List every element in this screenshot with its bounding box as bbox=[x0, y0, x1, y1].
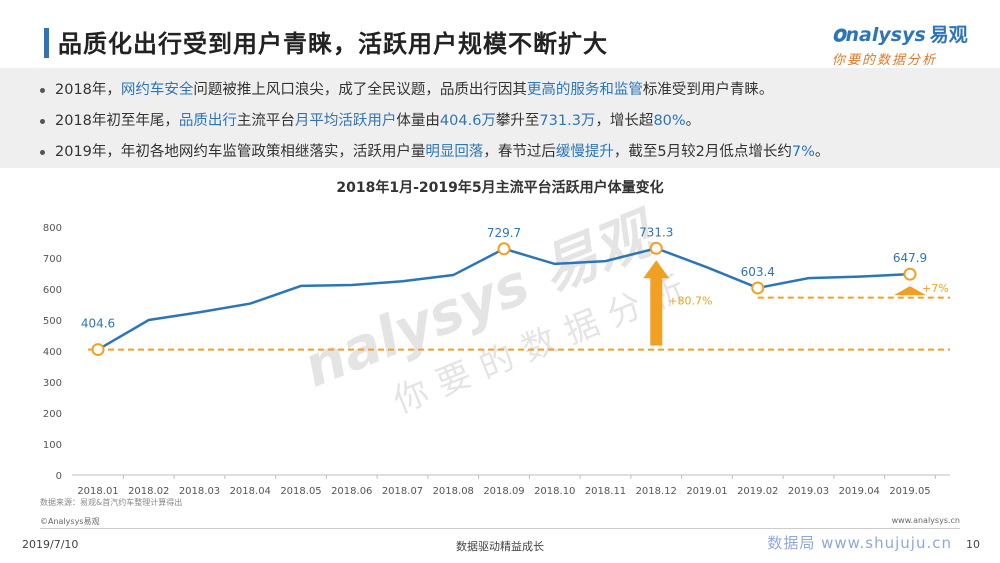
analysys-logo: 𝛐nalysys 易观 你要的数据分析 bbox=[832, 20, 972, 68]
copyright: ©Analysys易观 bbox=[40, 517, 100, 526]
highlight-text: 731.3万 bbox=[539, 113, 596, 129]
site-watermark: 数据局 www.shujuju.cn bbox=[767, 534, 952, 552]
bullet-text: ，截至5月较2月低点增长约 bbox=[613, 144, 792, 160]
bullet-text: 。 bbox=[685, 113, 701, 129]
highlight-text: 7% bbox=[791, 144, 815, 160]
highlight-text: 80% bbox=[653, 113, 686, 129]
highlight-text: 月平均活跃用户 bbox=[294, 113, 397, 129]
growth-annotation: +80.7% bbox=[668, 295, 712, 308]
bullet-text: ，增长超 bbox=[595, 113, 654, 129]
title-accent-bar bbox=[44, 28, 49, 58]
y-tick-label: 200 bbox=[43, 409, 62, 420]
logo-subtitle: 你要的数据分析 bbox=[832, 53, 938, 68]
highlight-text: 品质出行 bbox=[178, 113, 237, 129]
chart-title: 2018年1月-2019年5月主流平台活跃用户体量变化 bbox=[336, 180, 664, 196]
data-label: 404.6 bbox=[81, 317, 115, 331]
data-point-marker bbox=[903, 267, 917, 281]
x-tick-label: 2018.11 bbox=[585, 486, 626, 497]
y-tick-label: 0 bbox=[56, 471, 62, 482]
bullet-dot-icon bbox=[40, 118, 45, 124]
bullet-text: 2019年，年初各地网约车监管政策相继落实，活跃用户量 bbox=[55, 144, 426, 160]
logo-text: nalysys bbox=[845, 24, 926, 46]
bullet-dot-icon bbox=[40, 149, 45, 155]
data-point-marker bbox=[751, 281, 765, 295]
y-tick-label: 500 bbox=[43, 316, 62, 327]
site-url: www.analysys.cn bbox=[891, 516, 960, 525]
growth-arrow-shaft bbox=[650, 276, 663, 346]
x-tick-label: 2018.07 bbox=[382, 486, 423, 497]
page-number: 10 bbox=[966, 538, 980, 551]
data-label: 731.3 bbox=[639, 225, 673, 239]
highlight-text: 网约车安全 bbox=[120, 82, 194, 98]
footer-slogan: 数据驱动精益成长 bbox=[456, 540, 544, 553]
footer-divider bbox=[40, 528, 960, 529]
bullet-text: ，春节过后 bbox=[483, 144, 556, 160]
data-point-marker bbox=[649, 241, 663, 255]
bullet-item-2: 2018年初至年尾，品质出行主流平台月平均活跃用户体量由404.6万攀升至731… bbox=[40, 109, 700, 130]
data-label: 647.9 bbox=[893, 251, 927, 265]
report-date: 2019/7/10 bbox=[22, 538, 79, 551]
y-tick-label: 300 bbox=[43, 378, 62, 389]
x-tick-label: 2019.02 bbox=[737, 486, 778, 497]
y-tick-label: 400 bbox=[43, 347, 62, 358]
data-point-marker bbox=[497, 242, 511, 256]
bullet-text: 。 bbox=[814, 144, 830, 160]
highlight-text: 更高的服务和监管 bbox=[526, 82, 643, 98]
bullet-item-3: 2019年，年初各地网约车监管政策相继落实，活跃用户量明显回落，春节过后缓慢提升… bbox=[40, 140, 829, 161]
bullet-text: 主流平台 bbox=[236, 113, 295, 129]
x-tick-label: 2019.01 bbox=[686, 486, 727, 497]
page-title: 品质化出行受到用户青睐，活跃用户规模不断扩大 bbox=[58, 30, 608, 58]
growth-arrow-head bbox=[894, 286, 926, 296]
x-tick-label: 2018.04 bbox=[230, 486, 271, 497]
logo-cn: 易观 bbox=[929, 24, 968, 46]
x-tick-label: 2018.12 bbox=[636, 486, 677, 497]
x-tick-label: 2018.06 bbox=[331, 486, 372, 497]
bullet-text: 2018年初至年尾， bbox=[55, 113, 179, 129]
x-tick-label: 2018.10 bbox=[534, 486, 575, 497]
data-label: 603.4 bbox=[741, 265, 775, 279]
x-tick-label: 2019.03 bbox=[788, 486, 829, 497]
growth-annotation: +7% bbox=[922, 282, 949, 295]
y-tick-label: 600 bbox=[43, 285, 62, 296]
bullet-text: 标准受到用户青睐。 bbox=[642, 82, 774, 98]
x-tick-label: 2018.03 bbox=[179, 486, 220, 497]
logo-o-icon: 𝛐 bbox=[832, 22, 846, 47]
x-tick-label: 2019.04 bbox=[839, 486, 880, 497]
data-point-marker bbox=[91, 343, 105, 357]
x-tick-label: 2018.05 bbox=[280, 486, 321, 497]
bullet-text: 体量由 bbox=[396, 113, 440, 129]
x-tick-label: 2018.09 bbox=[483, 486, 524, 497]
summary-panel: 2018年，网约车安全问题被推上风口浪尖，成了全民议题，品质出行因其更高的服务和… bbox=[0, 68, 1000, 168]
x-tick-label: 2018.02 bbox=[128, 486, 169, 497]
highlight-text: 明显回落 bbox=[425, 144, 484, 160]
data-label: 729.7 bbox=[487, 226, 521, 240]
bullet-item-1: 2018年，网约车安全问题被推上风口浪尖，成了全民议题，品质出行因其更高的服务和… bbox=[40, 78, 773, 99]
highlight-text: 缓慢提升 bbox=[555, 144, 614, 160]
y-tick-label: 800 bbox=[43, 223, 62, 234]
y-tick-label: 100 bbox=[43, 440, 62, 451]
bullet-text: 2018年， bbox=[55, 82, 121, 98]
highlight-text: 404.6万 bbox=[439, 113, 496, 129]
data-source: 数据来源：易观&首汽约车整理计算得出 bbox=[40, 498, 183, 507]
bullet-dot-icon bbox=[40, 87, 45, 93]
y-tick-label: 700 bbox=[43, 254, 62, 265]
growth-arrow-head bbox=[643, 260, 670, 279]
series-line bbox=[97, 246, 911, 351]
bullet-text: 攀升至 bbox=[495, 113, 540, 129]
bullet-text: 问题被推上风口浪尖，成了全民议题，品质出行因其 bbox=[193, 82, 527, 98]
x-tick-label: 2018.08 bbox=[433, 486, 474, 497]
x-tick-label: 2018.01 bbox=[77, 486, 118, 497]
x-tick-label: 2019.05 bbox=[889, 486, 930, 497]
